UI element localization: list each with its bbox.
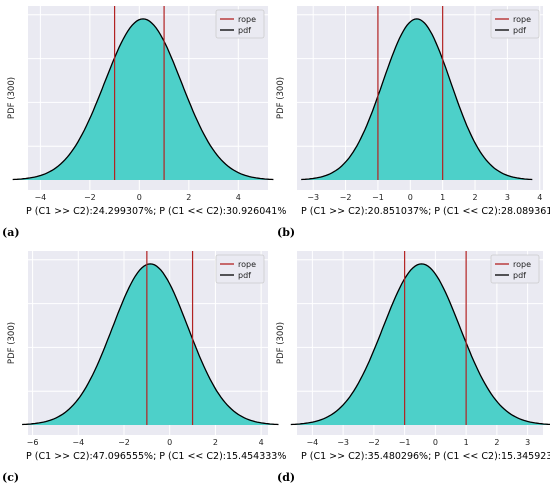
chart-d-xtick-label-2: −2 <box>368 438 380 447</box>
chart-b-xtick-label-5: 2 <box>472 193 477 202</box>
chart-a-legend-box <box>215 9 265 39</box>
chart-d-ylabel: PDF (300) <box>276 322 286 364</box>
chart-b-ylabel: PDF (300) <box>276 77 286 119</box>
chart-c-xtick-label-3: 0 <box>167 438 172 447</box>
chart-d-legend-box <box>490 254 540 284</box>
chart-d-caption: P (C1 >> C2):35.480296%; P (C1 << C2):15… <box>301 451 550 462</box>
chart-a-xtick-label-4: 4 <box>236 193 241 202</box>
chart-c-caption: P (C1 >> C2):47.096555%; P (C1 << C2):15… <box>26 451 287 462</box>
chart-b-pdf-line <box>301 18 533 181</box>
chart-a-xtick-label-0: −4 <box>34 193 46 202</box>
chart-b-xtick-label-7: 4 <box>537 193 542 202</box>
chart-panel-b: −3 −2 −1 0 1 2 3 4 PDF (300) rope pdf P (C1 >> C2)… <box>275 0 550 245</box>
chart-a-ylabel: PDF (300) <box>7 77 17 119</box>
chart-b-panel-label: (b) <box>277 226 296 239</box>
chart-d-panel-label: (d) <box>277 471 296 484</box>
chart-c-xtick-label-5: 4 <box>259 438 264 447</box>
chart-c-xtick-label-0: −6 <box>27 438 39 447</box>
chart-b-xtick-label-4: 1 <box>440 193 445 202</box>
chart-c-svg: −6 −4 −2 0 2 4 PDF (300) rope pdf <box>7 251 279 447</box>
chart-c-legend-label-0: rope <box>238 260 256 269</box>
chart-a-xtick-label-1: −2 <box>84 193 96 202</box>
chart-a-pdf-area <box>12 18 274 181</box>
chart-c-xtick-label-1: −4 <box>72 438 84 447</box>
chart-a-caption: P (C1 >> C2):24.299307%; P (C1 << C2):30… <box>26 206 287 217</box>
chart-d-svg: −4 −3 −2 −1 0 1 2 3 PDF (300) rope pdf <box>276 251 550 447</box>
chart-panel-d: −4 −3 −2 −1 0 1 2 3 PDF (300) rope pdf P (C1 >> C2… <box>275 245 550 491</box>
chart-a-svg: −4 −2 0 2 4 PDF (300) rope pdf <box>7 6 274 202</box>
chart-d-xtick-label-4: 0 <box>433 438 438 447</box>
chart-b-caption: P (C1 >> C2):20.851037%; P (C1 << C2):28… <box>301 206 550 217</box>
chart-c-panel-label: (c) <box>2 471 20 484</box>
chart-c-legend-label-1: pdf <box>238 271 251 280</box>
chart-b-xtick-label-2: −1 <box>372 193 384 202</box>
chart-d-legend-label-1: pdf <box>513 271 526 280</box>
chart-panel-c: −6 −4 −2 0 2 4 PDF (300) rope pdf P (C1 >> C2):4… <box>0 245 286 491</box>
chart-d-xtick-label-1: −3 <box>337 438 349 447</box>
chart-b-xtick-label-6: 3 <box>505 193 510 202</box>
chart-c-legend-box <box>215 254 265 284</box>
chart-b-xtick-label-0: −3 <box>307 193 319 202</box>
chart-a-pdf-line <box>12 18 274 181</box>
chart-c-pdf-line <box>22 263 279 426</box>
chart-d-pdf-line <box>290 263 550 426</box>
chart-b-legend-label-0: rope <box>513 15 531 24</box>
chart-b-xtick-label-3: 0 <box>408 193 413 202</box>
chart-panel-a: −4 −2 0 2 4 PDF (300) rope pdf P (C1 >> C2):24.… <box>0 0 286 245</box>
chart-d-xtick-label-6: 2 <box>494 438 499 447</box>
chart-a-panel-label: (a) <box>2 226 20 239</box>
chart-a-legend-label-0: rope <box>238 15 256 24</box>
chart-c-pdf-area <box>22 263 279 425</box>
chart-a-xtick-label-2: 0 <box>137 193 142 202</box>
chart-b-legend-label-1: pdf <box>513 26 526 35</box>
chart-a-legend-label-1: pdf <box>238 26 251 35</box>
chart-b-legend-box <box>490 9 540 39</box>
chart-d-legend-label-0: rope <box>513 260 531 269</box>
chart-b-svg: −3 −2 −1 0 1 2 3 4 PDF (300) rope pdf <box>276 6 543 202</box>
chart-c-xtick-label-4: 2 <box>213 438 218 447</box>
chart-c-xtick-label-2: −2 <box>118 438 130 447</box>
chart-d-xtick-label-0: −4 <box>306 438 318 447</box>
chart-d-xtick-label-5: 1 <box>464 438 469 447</box>
chart-b-pdf-area <box>301 18 533 181</box>
chart-b-xtick-label-1: −2 <box>340 193 352 202</box>
chart-c-ylabel: PDF (300) <box>7 322 17 364</box>
chart-d-xtick-label-7: 3 <box>525 438 530 447</box>
chart-a-xtick-label-3: 2 <box>186 193 191 202</box>
chart-d-xtick-label-3: −1 <box>399 438 411 447</box>
